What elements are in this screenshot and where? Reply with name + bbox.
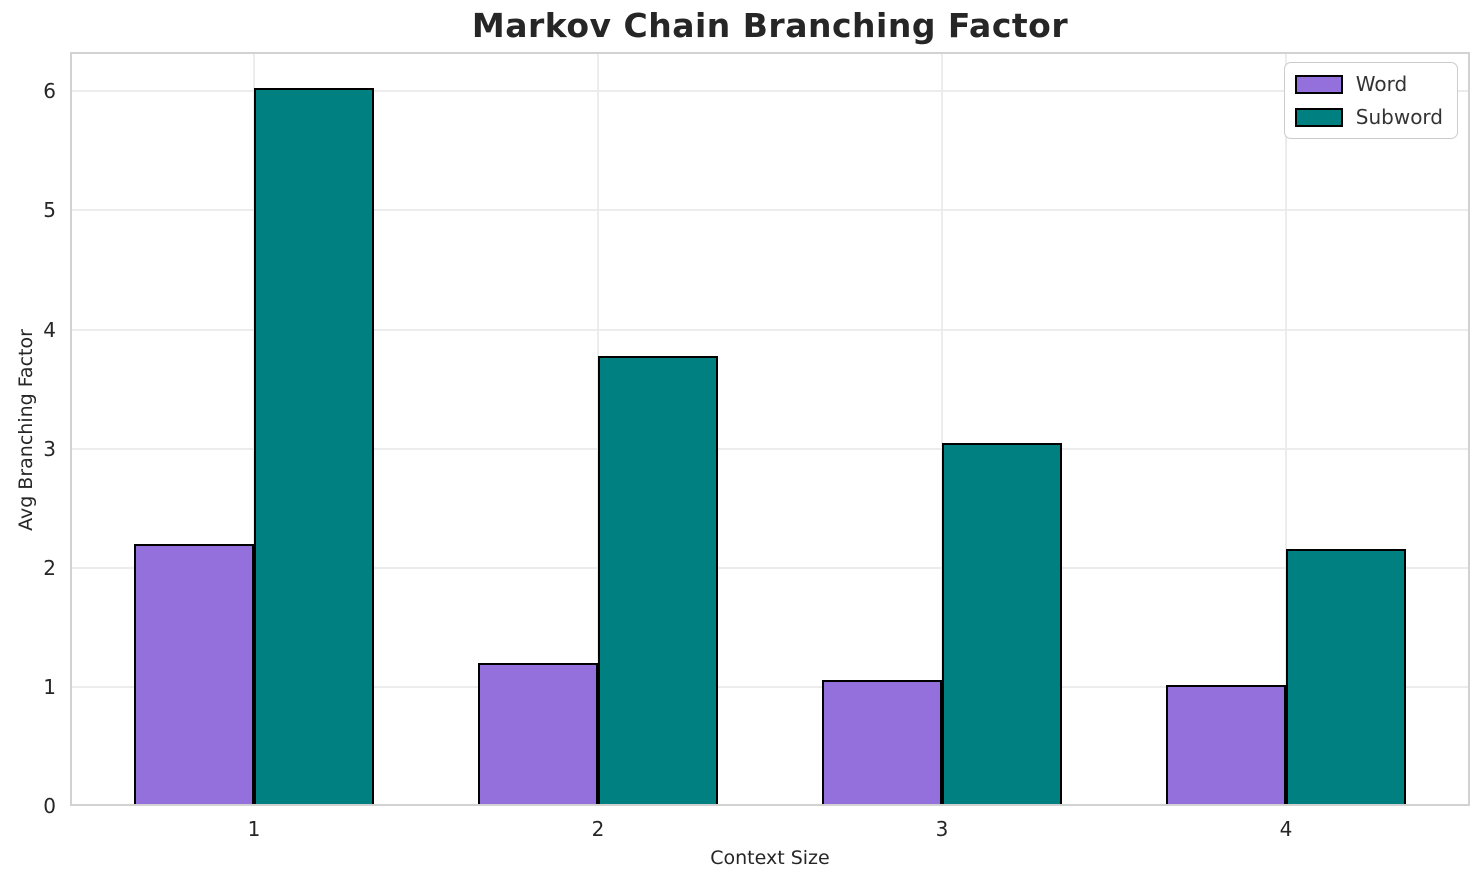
gridline-y-3: [70, 447, 1470, 450]
y-tick-label-0: 0: [43, 794, 56, 818]
gridline-x-3: [940, 52, 943, 806]
y-tick-label-5: 5: [43, 198, 56, 223]
y-tick-label-3: 3: [43, 436, 56, 461]
bar-subword-1: [254, 87, 375, 806]
gridline-y-1: [70, 685, 1470, 688]
word-swatch-icon: [1294, 74, 1343, 94]
bar-subword-4: [1285, 548, 1407, 806]
gridline-x-4: [1284, 52, 1287, 806]
y-tick-label-4: 4: [43, 317, 56, 342]
x-axis-label: Context Size: [710, 847, 830, 869]
gridline-y-6: [70, 90, 1470, 93]
y-axis-label: Avg Branching Factor: [15, 329, 37, 531]
y-tick-label-1: 1: [43, 674, 56, 699]
y-tick-label-6: 6: [43, 79, 56, 104]
gridline-y-5: [70, 209, 1470, 212]
bar-word-2: [477, 663, 598, 806]
x-tick-label-1: 1: [247, 817, 261, 841]
legend-item-subword: Subword: [1294, 105, 1443, 129]
y-tick-label-2: 2: [43, 555, 56, 580]
x-tick-label-2: 2: [591, 817, 605, 841]
x-tick-label-3: 3: [935, 817, 949, 841]
plot-area: Word Subword: [70, 52, 1470, 806]
bar-subword-3: [941, 442, 1063, 806]
x-tick-label-4: 4: [1279, 817, 1293, 841]
gridline-y-2: [70, 566, 1470, 569]
subword-swatch-icon: [1294, 107, 1343, 127]
bar-word-1: [133, 543, 255, 806]
bar-word-3: [821, 679, 942, 806]
bar-word-4: [1165, 684, 1286, 806]
bar-subword-2: [598, 355, 719, 806]
gridline-y-4: [70, 328, 1470, 331]
legend-item-word: Word: [1294, 72, 1443, 96]
legend: Word Subword: [1283, 62, 1458, 139]
legend-label-subword: Subword: [1355, 105, 1443, 129]
legend-label-word: Word: [1355, 72, 1408, 96]
chart-title: Markov Chain Branching Factor: [471, 6, 1069, 45]
